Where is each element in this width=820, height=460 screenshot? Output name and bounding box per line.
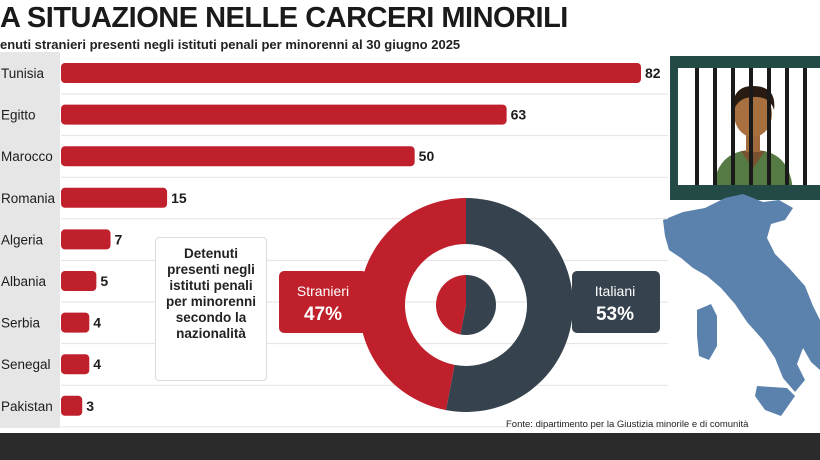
- source-note: Fonte: dipartimento per la Giustizia min…: [506, 419, 749, 430]
- footer-bar: [0, 433, 820, 460]
- value-label: 63: [511, 107, 527, 123]
- info-box: [155, 237, 267, 381]
- prison-bars-figure-icon: [670, 56, 820, 200]
- bar-serbia: [61, 312, 90, 333]
- bar-albania: [61, 271, 97, 291]
- category-label: Egitto: [1, 108, 36, 123]
- bar-egitto: [61, 104, 507, 125]
- category-label: Senegal: [1, 357, 51, 372]
- bar-algeria: [61, 229, 111, 250]
- slice-name-italiani: Italiani: [595, 283, 635, 299]
- donut-center-stranieri: [436, 275, 466, 335]
- slice-name-stranieri: Stranieri: [297, 283, 349, 299]
- category-label: Tunisia: [1, 66, 45, 81]
- donut-slice-italiani: [445, 198, 574, 413]
- category-label: Algeria: [1, 232, 44, 247]
- slice-value-italiani: 53%: [596, 304, 634, 325]
- value-label: 5: [100, 273, 108, 289]
- category-label: Pakistan: [1, 399, 53, 414]
- category-label: Albania: [1, 274, 47, 289]
- value-label: 4: [93, 315, 101, 331]
- value-label: 4: [93, 356, 101, 372]
- bar-tunisia: [61, 63, 641, 83]
- bar-romania: [61, 187, 168, 208]
- bar-senegal: [61, 354, 90, 375]
- bar-series: Tunisia 82 Egitto 63 Marocco 50 Romania 15 Alger…: [1, 63, 668, 428]
- slice-value-stranieri: 47%: [304, 304, 342, 325]
- value-label: 15: [171, 190, 187, 206]
- value-label: 82: [645, 65, 661, 81]
- value-label: 50: [419, 148, 435, 164]
- donut-chart: Stranieri 47% Italiani 53%: [279, 198, 660, 413]
- chart-canvas: Tunisia 82 Egitto 63 Marocco 50 Romania 15 Alger…: [1, 63, 668, 428]
- italy-map-icon: [663, 194, 820, 416]
- category-label: Marocco: [1, 149, 53, 164]
- value-label: 3: [86, 398, 94, 414]
- category-label-column: [0, 52, 60, 428]
- category-label: Serbia: [1, 316, 41, 331]
- bar-pakistan: [61, 395, 83, 416]
- value-label: 7: [115, 231, 123, 247]
- slice-label-box-italiani: [572, 271, 660, 333]
- chart-subtitle: enuti stranieri presenti negli istituti …: [0, 37, 461, 52]
- bar-marocco: [61, 146, 415, 167]
- info-box-text: Detenuti presenti negli istituti penali …: [165, 246, 256, 341]
- slice-label-box-stranieri: [279, 271, 367, 333]
- category-label: Romania: [1, 191, 56, 206]
- donut-slice-stranieri: [359, 198, 466, 411]
- donut-center-italiani: [460, 275, 497, 335]
- chart-title: A SITUAZIONE NELLE CARCERI MINORILI: [0, 2, 568, 34]
